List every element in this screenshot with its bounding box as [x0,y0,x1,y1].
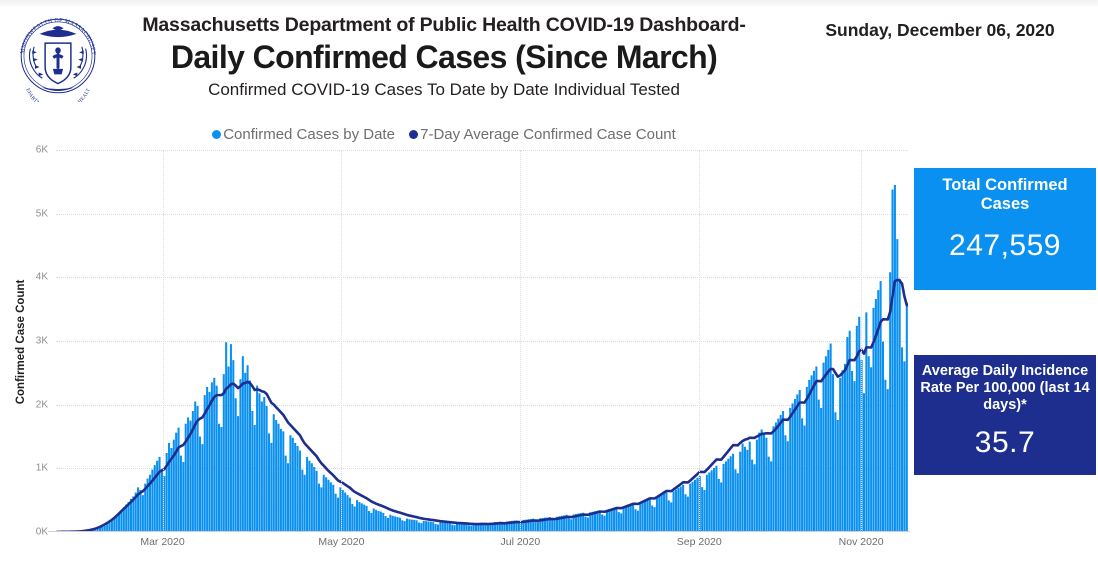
gridline [56,468,908,470]
card-label: Total Confirmed Cases [942,176,1068,214]
total-confirmed-cases-card[interactable]: Total Confirmed Cases 247,559 [914,168,1096,290]
vertical-gridline [520,150,522,532]
legend-dot-icon [212,129,222,139]
x-axis-tick-label: Jul 2020 [500,536,541,548]
gridline [56,277,908,279]
top-strip [0,0,1098,6]
report-date: Sunday, December 06, 2020 [825,20,1055,40]
card-label: Average Daily Incidence Rate Per 100,000… [920,363,1090,414]
chart-legend: Confirmed Cases by Date 7-Day Average Co… [108,126,780,143]
x-axis-tick-label: May 2020 [318,536,365,548]
gridline [56,404,908,406]
header-titles: Massachusetts Department of Public Healt… [108,14,780,101]
vertical-gridline [861,150,863,532]
gridline [56,213,908,215]
chart-plot [56,185,908,532]
vertical-gridline [341,150,343,532]
legend-label: Confirmed Cases by Date [223,126,395,143]
bar-series [56,185,908,532]
x-axis-baseline [48,531,910,532]
y-axis-tick-label: 1K [35,462,48,474]
y-axis-tick-label: 6K [35,144,48,156]
gridline [56,150,908,151]
legend-item-7day-average[interactable]: 7-Day Average Confirmed Case Count [409,126,676,143]
y-axis-tick-label: 4K [35,271,48,283]
card-value: 35.7 [974,426,1036,460]
page-title: Daily Confirmed Cases (Since March) [170,39,718,76]
y-axis-tick-label: 5K [35,208,48,220]
legend-label: 7-Day Average Confirmed Case Count [420,126,676,143]
average-line-series [56,278,908,532]
x-axis-tick-label: Mar 2020 [140,536,185,548]
legend-dot-icon [409,129,419,139]
average-daily-incidence-rate-card[interactable]: Average Daily Incidence Rate Per 100,000… [914,355,1096,475]
legend-item-confirmed-cases[interactable]: Confirmed Cases by Date [212,126,395,143]
daily-confirmed-cases-chart[interactable]: Confirmed Case Count 0K 1K 2K 3K 4K 5K 6K Mar … [0,145,920,562]
bar [56,185,908,532]
x-axis-tick-label: Sep 2020 [676,536,722,548]
y-axis-tick-label: 0K [35,526,48,538]
x-axis-tick-label: Nov 2020 [838,536,884,548]
card-value: 247,559 [949,228,1061,262]
gridline [56,341,908,342]
page-subtitle: Confirmed COVID-19 Cases To Date by Date… [208,80,680,100]
vertical-gridline [162,150,164,532]
vertical-gridline [699,150,701,532]
y-axis-tick-label: 2K [35,399,48,411]
ma-dph-seal-logo: COMMONWEALTH OF MASSACHUSETTS DEPARTMENT… [10,6,104,113]
org-title: Massachusetts Department of Public Healt… [142,14,746,36]
y-axis-tick-label: 3K [35,335,48,347]
